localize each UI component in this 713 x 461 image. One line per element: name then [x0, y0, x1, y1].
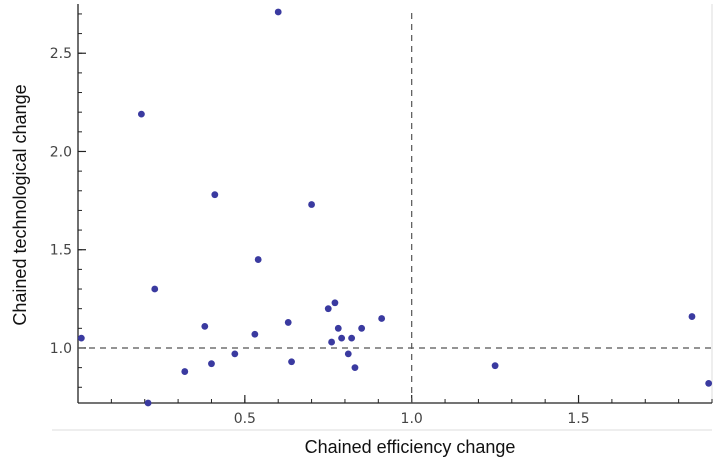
data-point [348, 334, 356, 342]
tick-labels: 0.5 1.0 1.5 1.0 1.5 2.0 2.5 [50, 46, 590, 427]
data-point [201, 322, 209, 330]
plot-frame [52, 4, 713, 431]
data-point [138, 110, 145, 118]
data-point [351, 364, 359, 372]
data-point [181, 368, 189, 375]
y-tick-label: 1.5 [50, 243, 72, 259]
data-point [284, 319, 292, 326]
data-point [308, 201, 315, 208]
y-tick-label: 2.5 [50, 46, 72, 62]
data-points [77, 8, 713, 407]
x-tick-label: 0.5 [234, 411, 256, 427]
data-point [331, 299, 339, 307]
y-axis-label: Chained technological change [10, 84, 30, 325]
y-tick-label: 1.0 [50, 341, 72, 357]
x-axis-label: Chained efficiency change [305, 437, 516, 457]
data-point [358, 324, 366, 332]
data-point [328, 338, 335, 346]
data-point [274, 8, 282, 16]
data-point [338, 334, 346, 342]
data-point [688, 313, 696, 320]
data-point [344, 350, 352, 358]
data-point [288, 358, 295, 366]
axis-ticks [77, 13, 713, 403]
data-point [211, 191, 219, 199]
data-point [208, 360, 215, 368]
x-tick-label: 1.0 [401, 411, 423, 427]
data-point [491, 362, 499, 370]
data-point [231, 350, 239, 358]
data-point [324, 305, 332, 313]
x-tick-label: 1.5 [567, 411, 589, 427]
data-point [378, 315, 386, 322]
data-point [254, 256, 262, 263]
data-point [251, 330, 259, 338]
data-point [151, 285, 159, 293]
reference-lines [78, 13, 712, 403]
data-point [334, 324, 342, 332]
y-tick-label: 2.0 [50, 144, 72, 160]
data-point [705, 379, 713, 387]
data-point [144, 399, 152, 407]
data-point [77, 334, 85, 342]
